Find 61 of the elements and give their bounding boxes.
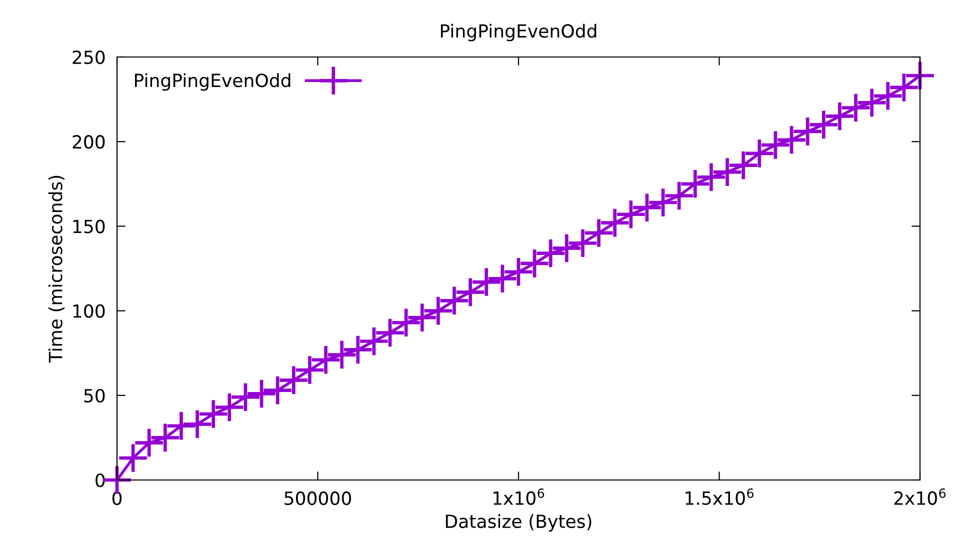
point bbox=[376, 318, 404, 347]
point bbox=[183, 410, 212, 438]
point bbox=[633, 194, 661, 222]
point bbox=[488, 264, 516, 293]
point bbox=[520, 250, 548, 278]
y-axis-title: Time (microseconds) bbox=[48, 176, 64, 363]
point bbox=[600, 208, 629, 237]
point bbox=[119, 444, 147, 472]
point bbox=[842, 94, 870, 122]
y-tick-label: 100 bbox=[73, 304, 105, 318]
point bbox=[536, 239, 565, 268]
point bbox=[232, 383, 260, 411]
chart-title: PingPingEvenOdd bbox=[440, 24, 596, 42]
point bbox=[858, 88, 886, 117]
point bbox=[552, 234, 581, 262]
point bbox=[890, 74, 918, 102]
x-axis-title: Datasize (Bytes) bbox=[446, 514, 592, 532]
point bbox=[746, 140, 774, 168]
point bbox=[440, 286, 468, 315]
point bbox=[697, 163, 726, 192]
point bbox=[729, 151, 758, 180]
point bbox=[344, 336, 372, 364]
legend-label: PingPingEvenOdd bbox=[135, 73, 290, 91]
x-tick-label: 1x10$^{6}$ bbox=[493, 488, 544, 505]
point bbox=[504, 258, 532, 286]
point bbox=[392, 308, 420, 337]
point bbox=[280, 366, 308, 394]
point bbox=[681, 170, 710, 198]
point bbox=[778, 126, 806, 154]
point bbox=[713, 158, 742, 186]
point bbox=[151, 424, 180, 452]
point bbox=[408, 304, 436, 332]
point bbox=[135, 428, 164, 457]
point bbox=[360, 327, 388, 356]
point bbox=[584, 219, 613, 247]
y-tick-label: 250 bbox=[72, 50, 105, 64]
y-tick-label: 50 bbox=[84, 388, 105, 403]
x-tick-label: 500000 bbox=[284, 491, 352, 506]
point bbox=[216, 393, 244, 422]
y-tick-label: 200 bbox=[72, 135, 105, 149]
point bbox=[312, 346, 340, 374]
point bbox=[296, 356, 324, 384]
point bbox=[248, 380, 276, 408]
point bbox=[649, 188, 677, 216]
point bbox=[472, 268, 500, 296]
y-tick-label: 150 bbox=[73, 220, 105, 234]
point bbox=[424, 296, 452, 325]
point bbox=[826, 102, 854, 130]
point bbox=[794, 118, 822, 146]
point bbox=[810, 110, 838, 139]
point bbox=[328, 340, 356, 369]
point bbox=[199, 400, 228, 428]
point bbox=[456, 278, 484, 306]
x-tick-label: 1.5x10$^{6}$ bbox=[686, 488, 754, 505]
x-tick-label: 2x10$^{6}$ bbox=[894, 488, 946, 505]
point bbox=[264, 376, 292, 404]
point bbox=[762, 131, 790, 159]
point bbox=[665, 182, 693, 210]
point bbox=[874, 82, 902, 110]
point bbox=[617, 200, 645, 228]
point bbox=[568, 229, 597, 258]
